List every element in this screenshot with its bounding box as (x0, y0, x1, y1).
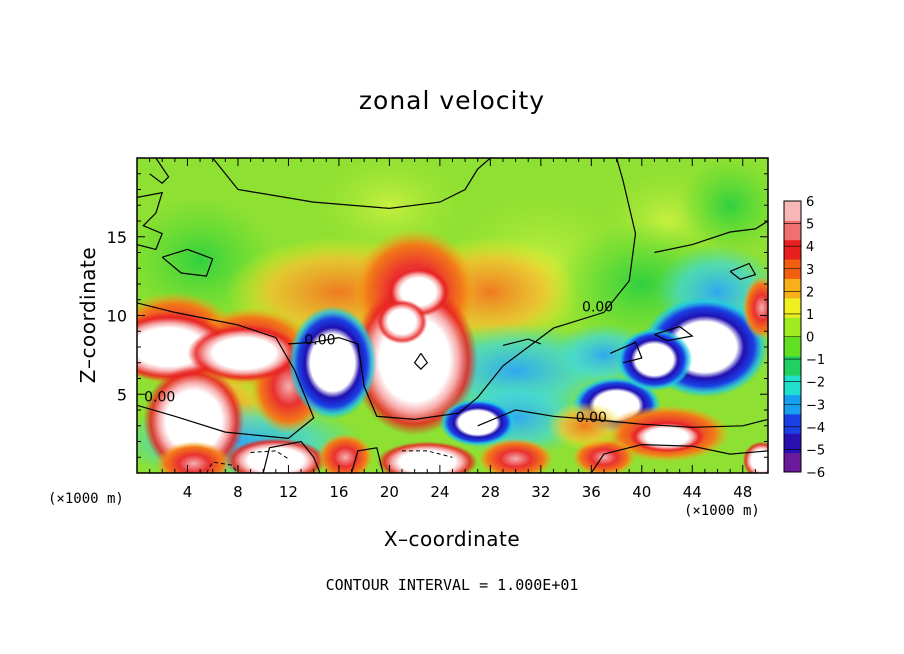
contour-label: 0.00 (576, 410, 607, 426)
colorbar-tick-label: −2 (806, 376, 825, 391)
colorbar-tick-label: 2 (806, 285, 814, 300)
colorbar-tick-label: −5 (806, 443, 825, 458)
colorbar-swatch (784, 336, 801, 357)
field-blob-28 (439, 398, 516, 447)
contour-line-0 (137, 302, 315, 440)
contour-label: 0.00 (304, 333, 335, 349)
negative-contour-0 (205, 461, 239, 473)
x-tick-label: 16 (329, 483, 348, 501)
colorbar-tick-label: 6 (806, 195, 814, 210)
field-blob-32 (225, 438, 327, 473)
contour-interval-note: CONTOUR INTERVAL = 1.000E+01 (325, 576, 579, 594)
x-unit-label-right: (×1000 m) (684, 503, 760, 519)
chart-title: zonal velocity (358, 86, 546, 115)
negative-contour-1 (250, 450, 289, 460)
y-tick-label: 15 (107, 228, 127, 247)
field-blob-18 (187, 324, 302, 382)
colorbar-tick-label: 5 (806, 218, 814, 233)
contour-line-15 (729, 262, 757, 280)
colorbar-tick-label: −4 (806, 421, 825, 436)
field-blob-23 (288, 306, 377, 420)
x-tick-label: 8 (233, 483, 243, 501)
contour-line-11 (477, 409, 768, 428)
x-tick-label: 40 (632, 483, 651, 501)
colorbar-tick-label: 1 (806, 308, 814, 323)
contour-line-9 (654, 220, 768, 254)
contour-line-13 (654, 325, 694, 342)
colorbar-tick-label: 3 (806, 263, 814, 278)
field-blob-38 (742, 276, 768, 340)
contour-line-14 (610, 341, 643, 364)
x-tick-label: 20 (380, 483, 399, 501)
colorbar-tick-label: −3 (806, 398, 825, 413)
colorbar-tick-label: 4 (806, 240, 814, 255)
x-tick-label: 24 (430, 483, 449, 501)
contour-line-2 (350, 447, 384, 473)
contour-label: 0.00 (582, 300, 613, 316)
x-tick-label: 44 (683, 483, 702, 501)
colorbar-swatch (784, 375, 801, 396)
colorbar-swatch (784, 278, 801, 299)
colorbar-tick-label: 0 (806, 331, 814, 346)
contour-label: 0.00 (144, 389, 175, 405)
x-tick-label: 4 (183, 483, 193, 501)
field-blob-22 (376, 299, 428, 344)
field-blob-31 (155, 441, 232, 473)
field-blob-33 (317, 433, 373, 473)
contour-line-4 (413, 352, 429, 370)
negative-contour-2 (402, 450, 453, 458)
colorbar-swatch (784, 201, 801, 221)
colorbar-tick-label: −1 (806, 353, 825, 368)
contour-line-7 (161, 248, 214, 277)
y-axis-label: Z–coordinate (76, 246, 100, 384)
heatmap-field (137, 158, 768, 473)
x-tick-label: 48 (733, 483, 752, 501)
colorbar-tick-label: −6 (806, 466, 825, 481)
contour-line-6 (149, 158, 170, 184)
x-axis-label: X–coordinate (383, 527, 521, 551)
field-blob-39 (547, 402, 623, 450)
x-tick-label: 28 (481, 483, 500, 501)
field-blob-35 (477, 438, 554, 473)
colorbar-swatch (784, 433, 801, 454)
contour-line-10 (502, 338, 542, 346)
contour-line-12 (590, 443, 768, 473)
colorbar-swatch (784, 297, 801, 318)
colorbar: 6 5 4 3 2 1 0 −1 −2 −3 −4 −5 −6 (783, 195, 825, 481)
x-tick-label: 12 (279, 483, 298, 501)
contour-line-5 (137, 191, 164, 251)
x-tick-label: 36 (582, 483, 601, 501)
x-tick-label: 32 (531, 483, 550, 501)
contour-line-1 (262, 440, 321, 473)
colorbar-swatch (784, 413, 801, 434)
contour-line-8 (212, 158, 491, 210)
colorbar-swatch (784, 220, 801, 241)
colorbar-swatch (784, 317, 801, 337)
x-unit-label-left: (×1000 m) (48, 491, 124, 507)
field-blob-19 (143, 365, 245, 473)
y-tick-label: 5 (117, 385, 127, 404)
colorbar-swatch (784, 355, 801, 376)
field-blob-37 (742, 441, 768, 473)
zero-contours: 0.00 0.00 0.00 0.00 (137, 158, 768, 473)
contour-line-3 (288, 158, 637, 421)
colorbar-swatch (784, 452, 801, 473)
field-blob-34 (376, 441, 478, 473)
field-blob-5 (679, 158, 768, 253)
colorbar-swatch (784, 239, 801, 260)
y-tick-label: 10 (107, 307, 127, 326)
